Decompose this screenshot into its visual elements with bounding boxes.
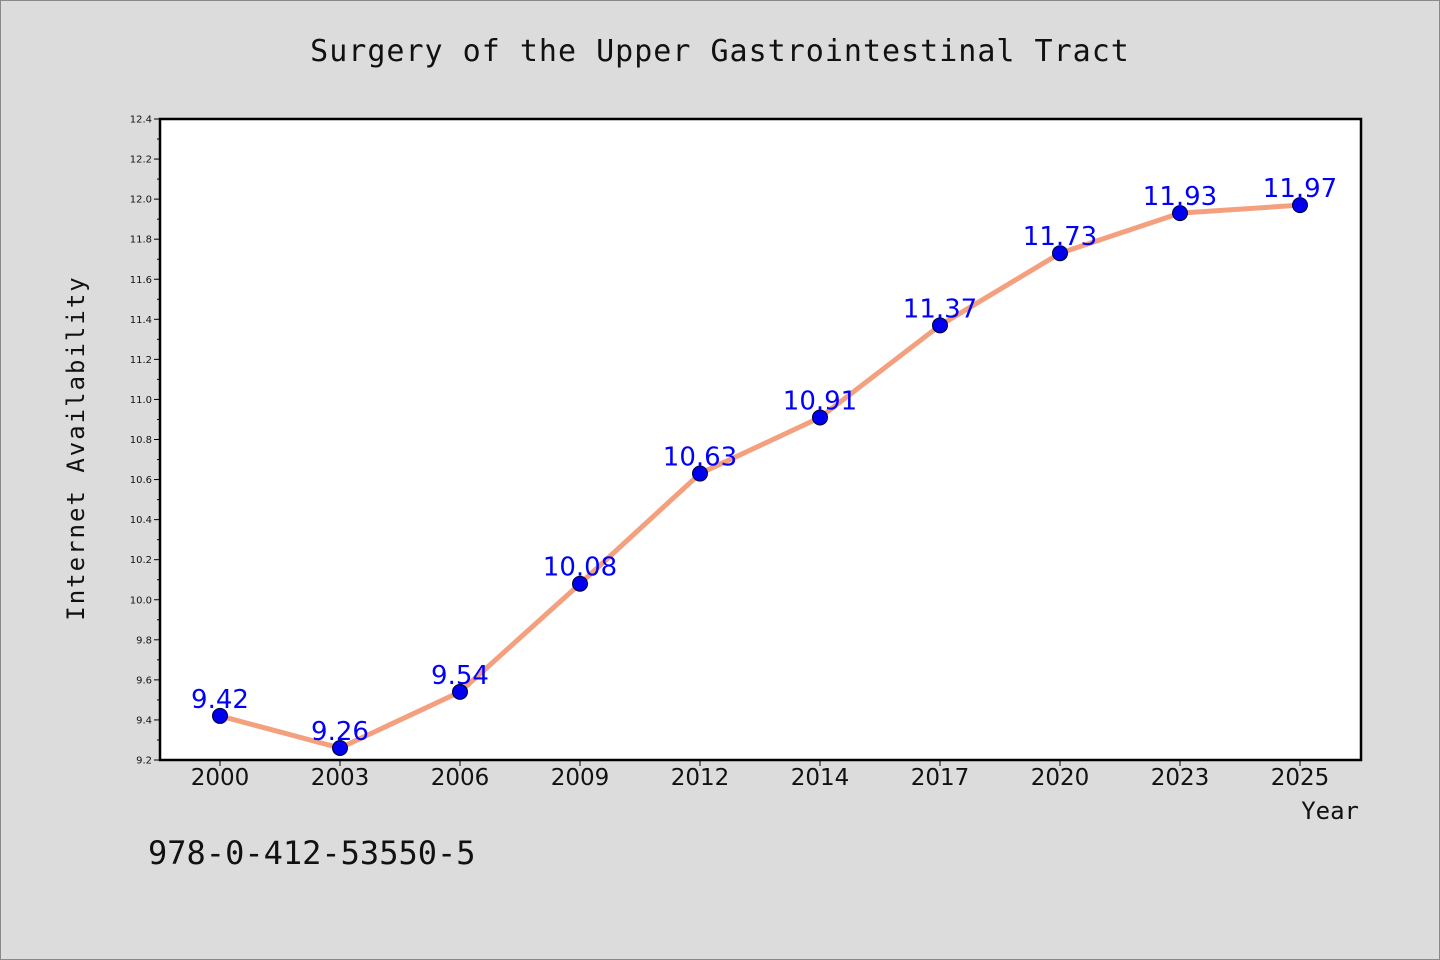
y-tick-label: 10.0: [130, 595, 152, 606]
x-axis-label: Year: [1301, 797, 1359, 825]
data-label: 10.63: [663, 443, 737, 473]
data-point: [692, 465, 708, 482]
data-label: 9.42: [191, 685, 249, 715]
data-point: [452, 683, 468, 700]
series-line: [217, 202, 1303, 751]
data-point: [932, 317, 948, 334]
data-point: [1292, 197, 1308, 214]
x-tick-label: 2006: [431, 765, 490, 791]
x-tick-label: 2014: [791, 765, 850, 791]
x-tick-label: 2023: [1151, 765, 1210, 791]
data-label: 11.73: [1023, 222, 1097, 252]
y-tick-label: 10.8: [130, 435, 152, 446]
data-label: 10.08: [543, 553, 617, 583]
y-tick-label: 12.0: [130, 195, 152, 206]
y-tick-label: 9.6: [136, 675, 152, 686]
x-tick-label: 2003: [311, 765, 370, 791]
data-point: [1052, 245, 1068, 262]
y-tick-label: 10.4: [130, 515, 152, 526]
y-tick-label: 11.8: [130, 235, 152, 246]
y-tick-label: 12.4: [130, 115, 152, 126]
y-tick-label: 10.2: [130, 555, 152, 566]
data-point: [212, 707, 228, 724]
y-tick-label: 11.4: [130, 315, 152, 326]
data-label: 11.37: [903, 294, 977, 324]
data-point: [812, 409, 828, 426]
data-point: [1172, 205, 1188, 222]
data-point: [332, 739, 348, 756]
y-tick-label: 9.8: [136, 635, 152, 646]
isbn-footer: 978-0-412-53550-5: [148, 834, 476, 872]
data-label: 11.97: [1263, 174, 1337, 204]
x-tick-label: 2017: [911, 765, 970, 791]
plot-area: [158, 117, 1363, 762]
y-tick-label: 11.6: [130, 275, 152, 286]
data-label: 10.91: [783, 386, 857, 416]
data-label: 9.54: [431, 661, 489, 691]
y-tick-label: 10.6: [130, 475, 152, 486]
chart-title: Surgery of the Upper Gastrointestinal Tr…: [310, 34, 1130, 69]
y-tick-label: 9.2: [136, 756, 152, 767]
x-tick-label: 2012: [671, 765, 730, 791]
x-tick-label: 2009: [551, 765, 610, 791]
x-tick-label: 2025: [1271, 765, 1330, 791]
y-tick-label: 11.2: [130, 355, 152, 366]
data-point: [572, 575, 588, 592]
data-label: 9.26: [311, 717, 369, 747]
data-label: 11.93: [1143, 182, 1217, 212]
x-tick-label: 2000: [191, 765, 250, 791]
y-tick-label: 12.2: [130, 155, 152, 166]
x-tick-label: 2020: [1031, 765, 1090, 791]
y-tick-label: 11.0: [130, 395, 152, 406]
y-tick-label: 9.4: [136, 715, 152, 726]
